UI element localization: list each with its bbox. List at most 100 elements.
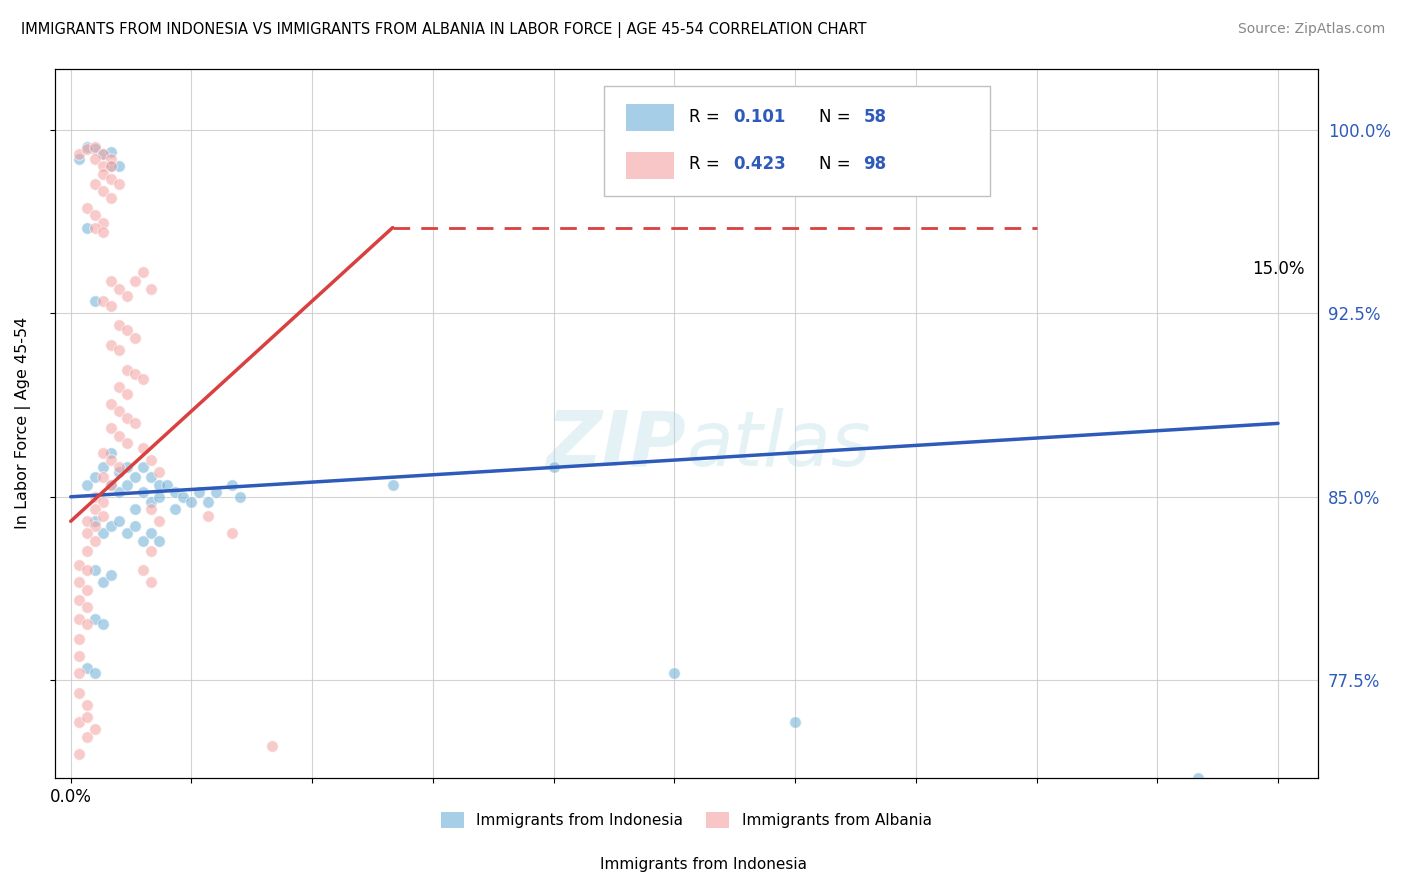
Text: R =: R =: [689, 155, 725, 173]
Point: [100, 397, 122, 411]
Point: [76, 617, 98, 632]
Point: [67, 558, 90, 573]
Point: [664, 665, 686, 680]
Text: 58: 58: [863, 108, 886, 126]
Point: [108, 343, 131, 357]
Point: [67, 152, 90, 166]
Point: [124, 470, 146, 484]
Point: [260, 739, 283, 754]
Point: [76, 563, 98, 577]
Point: [83, 293, 105, 308]
Point: [165, 484, 187, 499]
Point: [108, 484, 131, 499]
Point: [100, 152, 122, 166]
Point: [132, 533, 155, 548]
Point: [83, 665, 105, 680]
Point: [83, 470, 105, 484]
Point: [148, 533, 170, 548]
Point: [91, 226, 114, 240]
Point: [100, 446, 122, 460]
Point: [148, 514, 170, 528]
Text: 98: 98: [863, 155, 886, 173]
Point: [141, 282, 163, 296]
Point: [115, 289, 138, 303]
Point: [76, 543, 98, 558]
Point: [83, 140, 105, 154]
Point: [141, 575, 163, 590]
Point: [67, 665, 90, 680]
Point: [83, 220, 105, 235]
Point: [91, 446, 114, 460]
FancyBboxPatch shape: [605, 87, 990, 196]
Point: [108, 404, 131, 418]
Text: IMMIGRANTS FROM INDONESIA VS IMMIGRANTS FROM ALBANIA IN LABOR FORCE | AGE 45-54 : IMMIGRANTS FROM INDONESIA VS IMMIGRANTS …: [21, 22, 866, 38]
Point: [91, 167, 114, 181]
Point: [108, 318, 131, 333]
Y-axis label: In Labor Force | Age 45-54: In Labor Force | Age 45-54: [15, 318, 31, 530]
Point: [229, 490, 252, 504]
Point: [67, 714, 90, 729]
Point: [76, 140, 98, 154]
Point: [148, 490, 170, 504]
Point: [115, 411, 138, 425]
Point: [100, 299, 122, 313]
Point: [132, 484, 155, 499]
Point: [76, 477, 98, 491]
Point: [91, 160, 114, 174]
Point: [100, 275, 122, 289]
Point: [67, 592, 90, 607]
Text: 0.101: 0.101: [733, 108, 786, 126]
Point: [124, 368, 146, 382]
Point: [115, 362, 138, 376]
Point: [221, 526, 243, 541]
Point: [543, 460, 565, 475]
Point: [108, 460, 131, 475]
Point: [83, 502, 105, 516]
Point: [67, 747, 90, 761]
Legend: Immigrants from Indonesia, Immigrants from Albania: Immigrants from Indonesia, Immigrants fr…: [436, 806, 938, 834]
Text: 0.423: 0.423: [733, 155, 786, 173]
Point: [83, 490, 105, 504]
Point: [67, 147, 90, 161]
Point: [100, 171, 122, 186]
Point: [91, 617, 114, 632]
Point: [76, 514, 98, 528]
Point: [100, 160, 122, 174]
Point: [91, 216, 114, 230]
Point: [141, 526, 163, 541]
Point: [115, 526, 138, 541]
Point: [132, 265, 155, 279]
Point: [115, 387, 138, 401]
Point: [100, 477, 122, 491]
Point: [132, 372, 155, 386]
Point: [100, 421, 122, 435]
Text: R =: R =: [689, 108, 725, 126]
Point: [76, 661, 98, 675]
Point: [76, 142, 98, 156]
Point: [108, 428, 131, 442]
Point: [83, 612, 105, 626]
Point: [180, 494, 202, 508]
Point: [785, 714, 807, 729]
Point: [108, 177, 131, 191]
Point: [124, 417, 146, 431]
Point: [197, 509, 219, 524]
Point: [76, 220, 98, 235]
Point: [115, 477, 138, 491]
Point: [132, 441, 155, 455]
Point: [108, 466, 131, 480]
Point: [100, 338, 122, 352]
Point: [108, 160, 131, 174]
Text: N =: N =: [820, 155, 856, 173]
Point: [91, 293, 114, 308]
Point: [132, 460, 155, 475]
Point: [67, 612, 90, 626]
Point: [945, 789, 967, 803]
Point: [100, 453, 122, 467]
Text: Immigrants from Indonesia: Immigrants from Indonesia: [599, 857, 807, 872]
Text: 15.0%: 15.0%: [1251, 260, 1305, 278]
Point: [83, 208, 105, 222]
Point: [108, 282, 131, 296]
Point: [67, 648, 90, 663]
Point: [91, 184, 114, 198]
